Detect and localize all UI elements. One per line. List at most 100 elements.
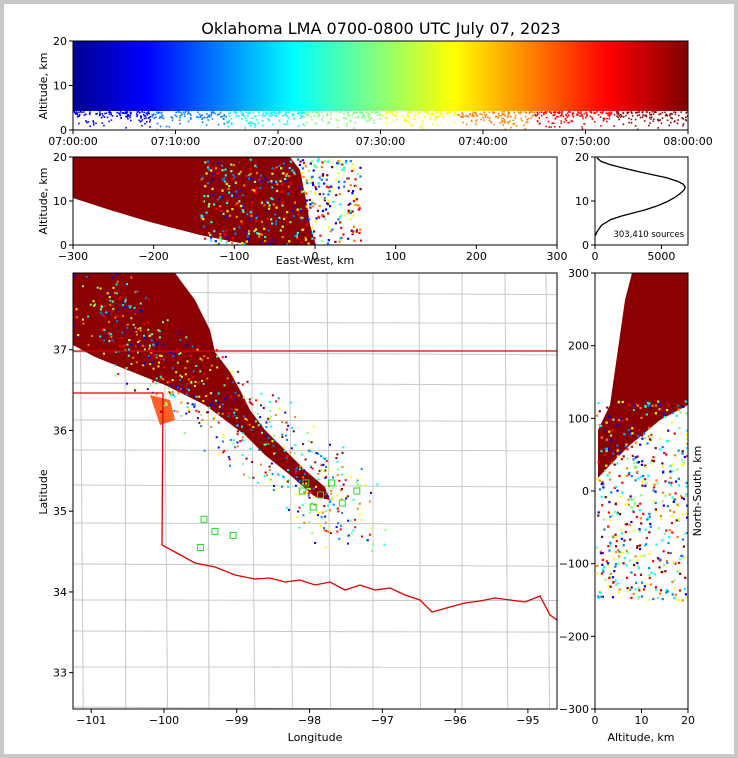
th-point (448, 115, 451, 118)
plan-point (234, 398, 236, 401)
ns-point (614, 565, 617, 568)
plan-point (136, 290, 139, 293)
ew-point (306, 209, 309, 212)
plan-point (135, 344, 138, 347)
th-point (125, 111, 128, 114)
ns-point (668, 529, 671, 532)
th-point (652, 120, 655, 122)
th-point (544, 111, 546, 113)
th-point (464, 115, 467, 117)
plan-point (229, 439, 232, 441)
th-point (423, 111, 425, 113)
th-point (414, 114, 417, 117)
ns-point (686, 429, 688, 432)
th-point (149, 120, 151, 123)
plan-point (311, 467, 314, 470)
th-point (674, 120, 676, 122)
plan-xtick-label: −95 (516, 714, 539, 727)
ns-point (669, 551, 672, 555)
ns-point (678, 561, 681, 564)
ns-point (671, 411, 674, 414)
ew-point (304, 192, 307, 195)
ew-point (318, 185, 321, 188)
plan-point (114, 364, 117, 367)
ew-point (222, 212, 225, 215)
ns-point (683, 532, 687, 535)
th-point (198, 113, 201, 116)
plan-xtick-label: −100 (149, 714, 179, 727)
ew-point (288, 219, 291, 222)
th-point (301, 115, 303, 118)
plan-point (315, 485, 317, 488)
red-river-border (161, 392, 557, 621)
th-point (646, 111, 648, 113)
ns-point (600, 424, 603, 427)
ew-point (226, 210, 229, 213)
plan-point (128, 339, 131, 341)
plan-point (147, 369, 150, 372)
th-point (670, 112, 673, 115)
ew-point (215, 208, 218, 211)
ew-point (297, 209, 300, 213)
plan-point (105, 311, 108, 314)
th-point (214, 112, 216, 115)
th-point (126, 116, 128, 118)
ns-point (648, 515, 651, 518)
th-point (636, 111, 639, 114)
th-point (475, 119, 478, 121)
plan-point (136, 351, 139, 354)
th-point (606, 112, 609, 115)
time-height-panel: 07:00:00 07:10:00 07:20:00 07:30:00 07:40:00… (37, 35, 713, 148)
th-point (190, 114, 192, 116)
ew-point (275, 220, 278, 223)
th-point (257, 111, 260, 114)
ew-point (272, 185, 275, 188)
th-point (271, 114, 273, 116)
ew-point (286, 211, 289, 214)
plan-point (250, 397, 253, 400)
th-point (407, 112, 410, 115)
ew-point (293, 234, 297, 238)
th-point (409, 111, 411, 113)
th-point (210, 111, 213, 114)
ns-point (632, 510, 635, 513)
th-point (75, 113, 77, 115)
ew-point (266, 209, 269, 212)
ew-point (219, 233, 222, 236)
th-point (569, 111, 571, 113)
ew-point (327, 193, 330, 196)
ns-point (628, 471, 631, 475)
ew-point (349, 160, 352, 163)
ew-point (255, 216, 258, 219)
ns-point (612, 535, 615, 538)
th-point (352, 112, 355, 114)
th-point (242, 114, 244, 116)
ns-point (653, 486, 656, 489)
ew-point (275, 237, 278, 240)
th-point (103, 124, 105, 127)
ns-point (637, 567, 640, 570)
ew-point (327, 200, 331, 203)
th-point (455, 113, 458, 116)
th-point (231, 123, 233, 126)
plan-point (217, 412, 220, 415)
th-point (581, 114, 583, 116)
ns-point (615, 584, 618, 587)
ew-point (296, 236, 299, 239)
ns-point (640, 555, 643, 558)
plan-point (358, 502, 361, 505)
ew-point (272, 203, 275, 206)
th-point (345, 118, 348, 120)
th-point (271, 111, 274, 113)
th-point (262, 111, 265, 113)
ns-point (637, 404, 640, 407)
th-point (429, 115, 432, 118)
ew-point (326, 242, 329, 245)
ew-point (313, 163, 316, 166)
th-point (329, 114, 332, 116)
plan-point (255, 399, 258, 402)
th-point (507, 121, 509, 123)
ew-point (310, 176, 314, 179)
ns-point (663, 532, 666, 535)
